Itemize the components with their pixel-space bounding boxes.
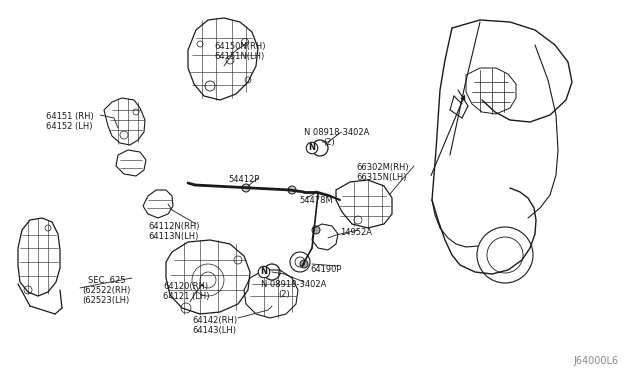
Text: 64113N(LH): 64113N(LH) <box>148 232 198 241</box>
Text: (62523(LH): (62523(LH) <box>82 296 129 305</box>
Text: 64112N(RH): 64112N(RH) <box>148 222 200 231</box>
Text: 66315N(LH): 66315N(LH) <box>356 173 406 182</box>
Circle shape <box>242 184 250 192</box>
Text: N 08918-3402A: N 08918-3402A <box>304 128 369 137</box>
Text: N 08918-3402A: N 08918-3402A <box>261 280 326 289</box>
Text: (62522(RH): (62522(RH) <box>82 286 131 295</box>
Text: 66302M(RH): 66302M(RH) <box>356 163 408 172</box>
Text: 64143(LH): 64143(LH) <box>192 326 236 335</box>
Text: SEC. 625: SEC. 625 <box>88 276 125 285</box>
Text: N: N <box>308 144 316 153</box>
Text: 54412P: 54412P <box>228 175 259 184</box>
Text: 14952A: 14952A <box>340 228 372 237</box>
Circle shape <box>312 226 320 234</box>
Text: 64120(RH): 64120(RH) <box>163 282 208 291</box>
Text: 64151N(LH): 64151N(LH) <box>214 52 264 61</box>
Text: N: N <box>260 267 268 276</box>
Text: 64152 (LH): 64152 (LH) <box>46 122 93 131</box>
Text: (2): (2) <box>323 138 335 147</box>
Text: 64151 (RH): 64151 (RH) <box>46 112 93 121</box>
Text: 64142(RH): 64142(RH) <box>192 316 237 325</box>
Text: J64000L6: J64000L6 <box>573 356 618 366</box>
Text: (2): (2) <box>278 290 290 299</box>
Circle shape <box>288 186 296 194</box>
Text: 64121 (LH): 64121 (LH) <box>163 292 209 301</box>
Text: 64150N(RH): 64150N(RH) <box>214 42 266 51</box>
Text: 64190P: 64190P <box>310 265 342 274</box>
Text: 54478M: 54478M <box>299 196 333 205</box>
Circle shape <box>300 260 308 268</box>
